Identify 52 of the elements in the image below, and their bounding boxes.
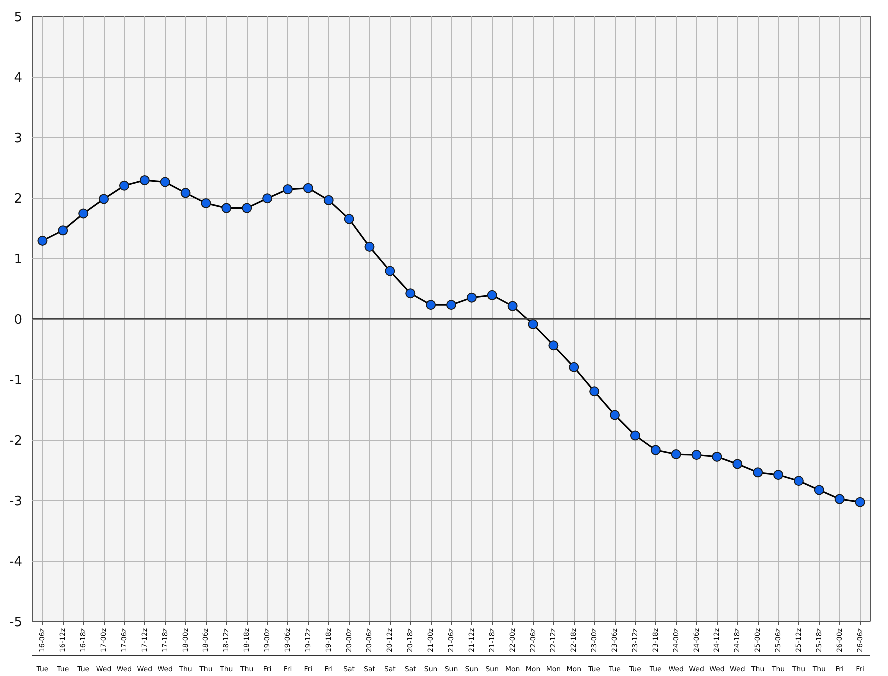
point	[569, 362, 580, 372]
y-tick-label: -1	[10, 374, 23, 388]
point	[201, 198, 212, 208]
point	[180, 188, 191, 198]
point	[99, 194, 110, 204]
point	[774, 470, 784, 480]
point	[855, 497, 866, 508]
point	[78, 208, 89, 219]
point	[487, 290, 498, 300]
point	[794, 476, 804, 486]
point	[650, 445, 661, 456]
point	[732, 459, 743, 470]
point	[140, 175, 150, 186]
y-tick-label: 1	[14, 252, 23, 268]
point	[630, 430, 640, 441]
point	[834, 494, 845, 504]
point	[58, 226, 68, 236]
point	[712, 452, 722, 462]
point	[303, 183, 314, 194]
point	[262, 194, 273, 204]
y-tick-label: -2	[10, 434, 23, 449]
y-tick-label: 3	[14, 132, 23, 146]
point	[406, 288, 416, 299]
point	[282, 184, 293, 195]
y-tick-label: -3	[10, 494, 23, 510]
point	[385, 266, 396, 276]
y-tick-label: 5	[14, 10, 23, 26]
point	[753, 468, 764, 478]
point	[548, 340, 559, 351]
point	[344, 214, 354, 224]
point	[426, 300, 436, 310]
point	[446, 300, 456, 310]
point	[242, 203, 252, 214]
point	[671, 450, 682, 460]
point	[222, 203, 232, 214]
y-tick-label: 4	[14, 71, 23, 86]
point	[528, 319, 538, 330]
point	[610, 410, 620, 420]
y-tick-label: -4	[10, 555, 23, 570]
point	[364, 242, 375, 252]
point	[324, 195, 334, 206]
point	[692, 450, 702, 460]
y-tick-label: 2	[14, 192, 23, 207]
y-tick-label: 0	[14, 313, 23, 328]
point	[590, 386, 600, 397]
point	[814, 485, 824, 496]
point	[508, 301, 518, 312]
point	[160, 177, 170, 188]
point	[38, 236, 48, 246]
point	[119, 180, 130, 191]
point	[466, 292, 477, 303]
y-tick-label: -5	[10, 616, 23, 630]
